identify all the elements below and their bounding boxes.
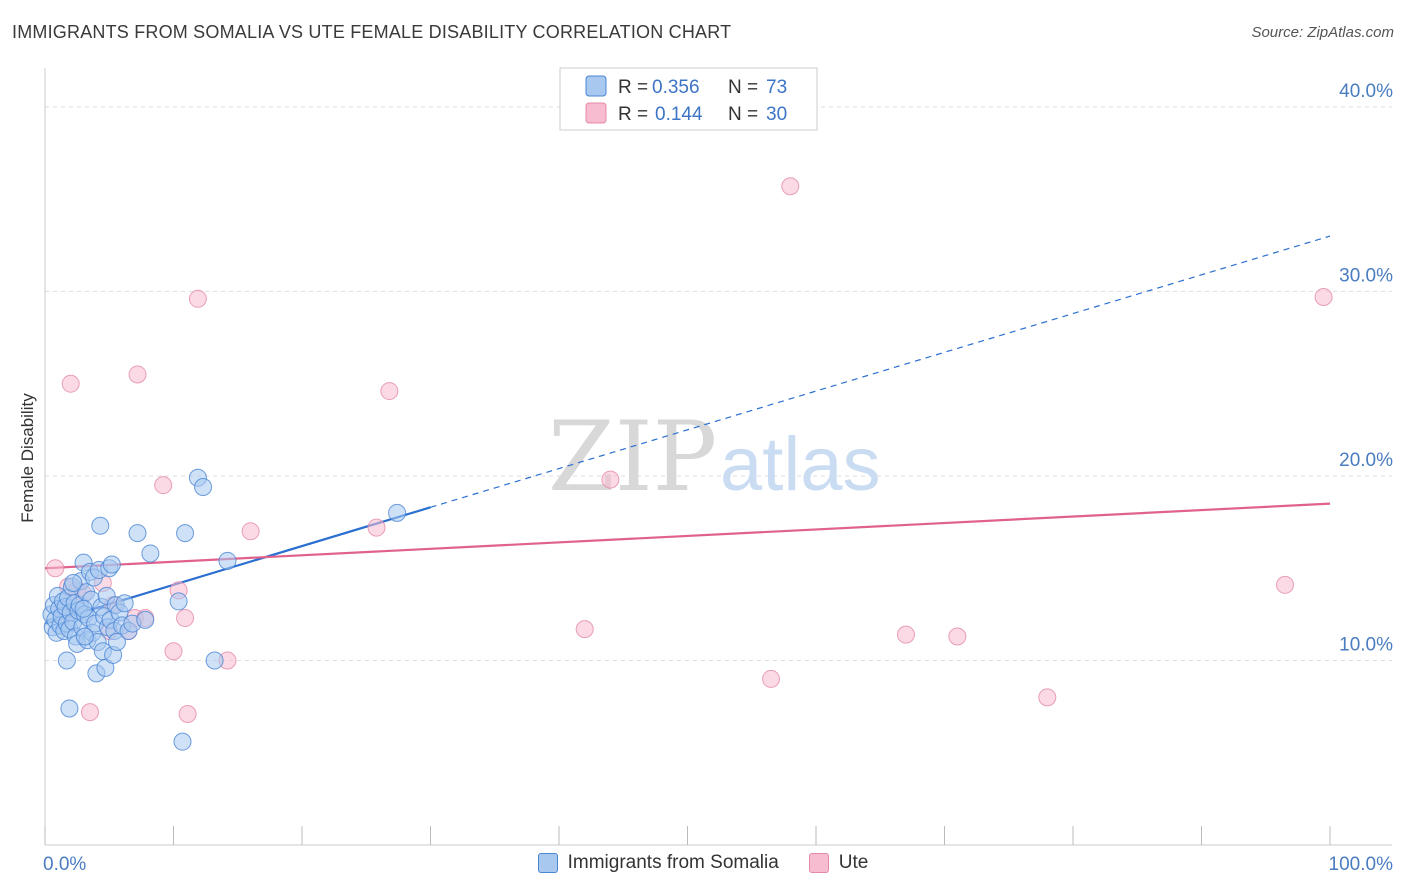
ute-point <box>128 365 147 384</box>
trend-line-ute <box>44 502 1331 570</box>
ute-point <box>154 476 173 495</box>
ute-point <box>762 669 781 688</box>
legend-item-ute[interactable]: Ute <box>808 852 869 874</box>
somalia-point <box>74 599 93 618</box>
y-tick-label: 40.0% <box>1339 81 1393 102</box>
somalia-point <box>60 699 79 718</box>
ute-point <box>1276 575 1295 594</box>
ute-point <box>896 625 915 644</box>
somalia-point <box>169 592 188 611</box>
legend-r-label-pink: R = <box>618 104 648 125</box>
legend-r-label-blue: R = <box>618 77 648 98</box>
y-tick-label: 30.0% <box>1339 265 1393 286</box>
somalia-point <box>57 651 76 670</box>
somalia-point <box>205 651 224 670</box>
legend-label-ute: Ute <box>838 852 869 873</box>
somalia-point <box>91 516 110 535</box>
ute-point <box>80 703 99 722</box>
grid-layer <box>45 106 1392 661</box>
y-tick-label: 20.0% <box>1339 450 1393 471</box>
ute-point <box>176 609 195 628</box>
watermark: ZIP atlas <box>548 401 881 513</box>
ute-point <box>241 522 260 541</box>
ute-point <box>575 620 594 639</box>
legend-bottom: Immigrants from Somalia Ute <box>0 852 1406 874</box>
somalia-point <box>102 555 121 574</box>
source-label: Source: ZipAtlas.com <box>1251 24 1394 41</box>
ute-point <box>188 289 207 308</box>
somalia-point <box>388 503 407 522</box>
ute-point <box>46 559 65 578</box>
ute-point <box>380 382 399 401</box>
ute-point <box>601 470 620 489</box>
ute-point <box>1314 287 1333 306</box>
y-axis-label: Female Disability <box>18 393 37 523</box>
points-layer <box>42 177 1333 751</box>
legend-n-value-pink: 30 <box>766 104 787 125</box>
axis-layer: 10.0% 20.0% 30.0% 40.0% 0.0% 100.0% <box>43 68 1393 875</box>
somalia-point <box>173 732 192 751</box>
legend-top: R = 0.356 N = 73 R = 0.144 N = 30 <box>559 67 818 131</box>
legend-label-somalia: Immigrants from Somalia <box>567 852 779 873</box>
legend-r-value-blue: 0.356 <box>652 77 700 98</box>
somalia-point <box>75 627 94 646</box>
legend-swatch-pink <box>585 102 607 124</box>
ute-point <box>164 642 183 661</box>
ute-point <box>61 374 80 393</box>
x-tick-label-max: 100.0% <box>1329 854 1394 875</box>
x-tick-label-min: 0.0% <box>43 854 86 875</box>
watermark-zip: ZIP <box>548 401 717 513</box>
legend-swatch-somalia <box>537 853 558 873</box>
legend-item-somalia[interactable]: Immigrants from Somalia <box>537 852 779 874</box>
somalia-point <box>64 573 83 592</box>
y-tick-label: 10.0% <box>1339 634 1393 655</box>
ute-point <box>178 704 197 723</box>
somalia-point <box>115 594 134 613</box>
ute-point <box>948 627 967 646</box>
ute-point <box>1038 688 1057 707</box>
legend-n-label-blue: N = <box>728 77 758 98</box>
somalia-point <box>107 633 126 652</box>
somalia-point <box>194 478 213 497</box>
trend-layer <box>44 235 1331 625</box>
somalia-point <box>136 610 155 629</box>
somalia-point <box>128 524 147 543</box>
ute-point <box>781 177 800 196</box>
somalia-point <box>141 544 160 563</box>
trend-line-somalia-extension <box>430 235 1331 508</box>
legend-swatch-blue <box>585 75 607 97</box>
legend-n-label-pink: N = <box>728 104 758 125</box>
legend-swatch-ute <box>808 853 829 873</box>
watermark-atlas: atlas <box>720 422 881 507</box>
somalia-point <box>218 551 237 570</box>
ute-point <box>367 518 386 537</box>
legend-r-value-pink: 0.144 <box>655 104 703 125</box>
somalia-point <box>176 524 195 543</box>
chart-title: IMMIGRANTS FROM SOMALIA VS UTE FEMALE DI… <box>12 22 732 42</box>
legend-n-value-blue: 73 <box>766 77 787 98</box>
